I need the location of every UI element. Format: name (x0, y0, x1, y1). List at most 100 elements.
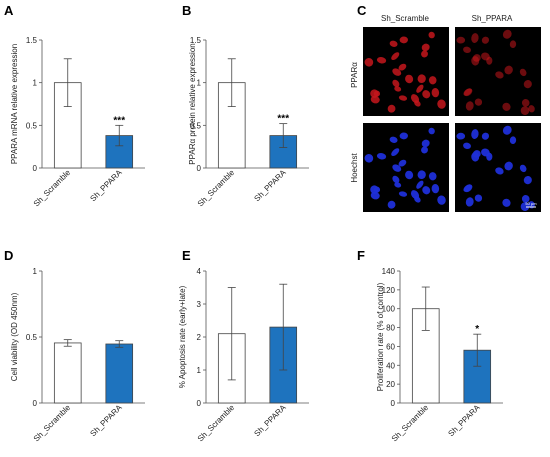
nucleus (370, 95, 380, 104)
x-tick-label: Sh_PPARA (252, 403, 288, 439)
nucleus (471, 129, 479, 139)
y-tick-label: 0 (391, 399, 396, 408)
nucleus (405, 170, 414, 180)
nucleus (521, 99, 530, 107)
nucleus (392, 68, 402, 76)
y-tick-label: 0.5 (26, 333, 38, 342)
y-tick-label: 0.5 (190, 121, 202, 130)
nucleus (504, 65, 513, 75)
chart-d: 0 0.5 1 Cell viability (OD 450nm) Sh_Scrambl… (10, 267, 145, 443)
y-axis-label: Cell viability (OD 450nm) (10, 292, 19, 381)
y-tick-label: 1 (197, 79, 202, 88)
nucleus (421, 146, 428, 154)
y-tick-label: 0 (33, 164, 38, 173)
nucleus (504, 161, 513, 171)
nucleus (421, 43, 430, 52)
nucleus (405, 74, 414, 84)
y-tick-label: 1.5 (190, 36, 202, 45)
y-tick-label: 40 (386, 361, 395, 370)
nucleus (416, 84, 424, 93)
y-tick-label: 0 (33, 399, 38, 408)
nucleus (398, 159, 407, 167)
micro-column-label-1: Sh_Scramble (381, 14, 430, 23)
nucleus (471, 152, 480, 162)
y-axis-label: Proliferation rate (% of control) (376, 282, 385, 391)
nucleus (421, 139, 430, 148)
nucleus (463, 46, 471, 54)
nucleus (389, 136, 398, 143)
nucleus (495, 167, 504, 175)
y-tick-label: 60 (386, 342, 395, 351)
y-tick-label: 1.5 (26, 36, 38, 45)
nucleus (528, 105, 535, 113)
nucleus (431, 88, 440, 98)
nucleus (376, 152, 387, 160)
nucleus (523, 80, 532, 89)
nucleus (428, 172, 437, 181)
nucleus (456, 36, 466, 44)
x-tick-label: Sh_PPARA (88, 403, 124, 439)
y-tick-label: 1 (197, 366, 202, 375)
nucleus (391, 52, 400, 61)
y-axis-label: PPARA mRNA relative expression (10, 44, 19, 164)
panel-letter-f: F (357, 248, 365, 263)
micro-row-label-1: PPARα (350, 62, 359, 88)
nucleus (519, 68, 527, 77)
nucleus (399, 36, 408, 44)
y-tick-label: 100 (382, 305, 396, 314)
significance-mark: *** (113, 115, 125, 126)
y-tick-label: 0.5 (26, 121, 38, 130)
nucleus (520, 202, 530, 212)
nucleus (421, 50, 428, 58)
nucleus (495, 71, 504, 79)
nucleus (422, 90, 431, 99)
nucleus (465, 101, 474, 111)
nucleus (437, 195, 446, 205)
panel-letter-d: D (4, 248, 13, 263)
scale-bar-label: 50 μm (525, 201, 537, 206)
nucleus (370, 191, 380, 200)
nucleus (502, 102, 511, 111)
x-tick-label: Sh_PPARA (88, 168, 124, 204)
nucleus (523, 176, 532, 185)
nucleus (410, 94, 420, 104)
chart-f: 0 20 40 60 80 100 120 140 Proliferation rate (% … (376, 267, 503, 443)
nucleus (463, 184, 472, 192)
nucleus (520, 106, 530, 116)
nucleus (392, 164, 402, 172)
microscopy-panel: Sh_Scramble Sh_PPARA PPARα Hoechst 50 μm (350, 14, 541, 212)
nucleus (410, 190, 420, 200)
nucleus (502, 125, 512, 135)
panel-letter-a: A (4, 3, 14, 18)
nucleus (519, 164, 527, 173)
panel-letter-b: B (182, 3, 191, 18)
nucleus (417, 74, 426, 84)
y-tick-label: 120 (382, 286, 396, 295)
nucleus (370, 89, 379, 98)
nucleus (465, 197, 474, 207)
nucleus (463, 88, 472, 96)
nucleus (481, 36, 490, 44)
nucleus (437, 99, 446, 109)
y-tick-label: 0 (197, 399, 202, 408)
nucleus (428, 127, 435, 135)
y-tick-label: 80 (386, 324, 395, 333)
micro-row-label-2: Hoechst (350, 153, 359, 183)
nucleus (398, 191, 408, 197)
panel-letter-e: E (182, 248, 191, 263)
nucleus (428, 76, 437, 85)
nucleus (394, 86, 402, 92)
y-tick-label: 2 (197, 333, 202, 342)
y-tick-label: 3 (197, 300, 202, 309)
bar-2 (105, 343, 134, 404)
cell-nuclei (364, 29, 535, 212)
y-tick-label: 20 (386, 380, 395, 389)
nucleus (389, 40, 398, 47)
nucleus (509, 136, 517, 145)
nucleus (474, 98, 483, 106)
nucleus (376, 56, 387, 64)
y-tick-label: 1 (33, 267, 38, 276)
significance-mark: * (475, 324, 479, 335)
nucleus (417, 170, 426, 180)
